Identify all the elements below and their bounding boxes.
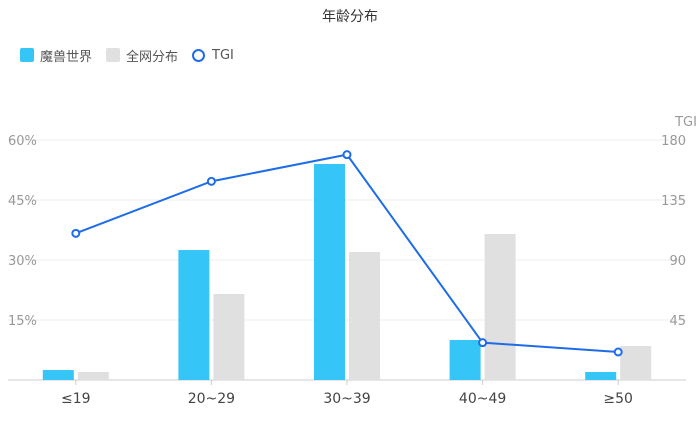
y-left-tick-label: 15% xyxy=(8,314,37,329)
y-right-tick-label: 90 xyxy=(669,254,686,269)
y-axis-right-label: TGI xyxy=(674,115,697,130)
x-axis: ≤19 20~29 30~39 40~49 ≥50 xyxy=(61,380,633,407)
bar xyxy=(43,370,74,380)
bar xyxy=(213,294,244,380)
x-tick-label: 30~39 xyxy=(323,391,370,407)
bar xyxy=(78,372,109,380)
bar xyxy=(620,346,651,380)
x-tick-label: ≤19 xyxy=(61,391,91,407)
bar xyxy=(314,164,345,380)
bar xyxy=(450,340,481,380)
y-axis-right: 45 90 135 180 xyxy=(661,134,686,329)
grid-lines xyxy=(8,140,686,380)
bar xyxy=(178,250,209,380)
y-left-tick-label: 30% xyxy=(8,254,37,269)
bar xyxy=(585,372,616,380)
tgi-point xyxy=(479,339,486,346)
y-left-tick-label: 45% xyxy=(8,194,37,209)
bar xyxy=(485,234,516,380)
tgi-point xyxy=(615,349,622,356)
x-tick-label: 40~49 xyxy=(459,391,506,407)
x-tick-label: ≥50 xyxy=(603,391,633,407)
tgi-point xyxy=(72,230,79,237)
x-tick-label: 20~29 xyxy=(188,391,235,407)
y-right-tick-label: 180 xyxy=(661,134,686,149)
tgi-point xyxy=(344,151,351,158)
y-right-tick-label: 45 xyxy=(669,314,686,329)
tgi-point xyxy=(208,178,215,185)
y-left-tick-label: 60% xyxy=(8,134,37,149)
tgi-line xyxy=(72,151,621,355)
tgi-line-path xyxy=(76,155,618,352)
y-right-tick-label: 135 xyxy=(661,194,686,209)
bar xyxy=(349,252,380,380)
y-axis-left: 15% 30% 45% 60% xyxy=(8,134,37,329)
